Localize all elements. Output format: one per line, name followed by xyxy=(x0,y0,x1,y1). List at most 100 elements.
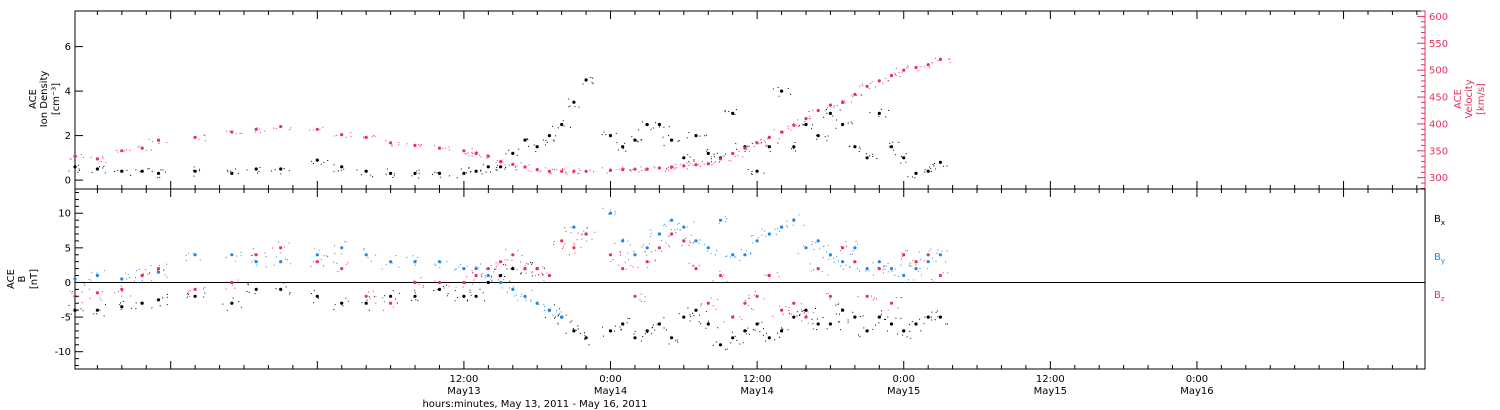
by-speckle xyxy=(530,299,532,301)
bx-speckle xyxy=(902,334,904,336)
bz-point xyxy=(560,239,564,243)
velocity-speckle xyxy=(644,170,646,171)
bx-speckle xyxy=(246,291,248,292)
velocity-speckle xyxy=(949,62,951,64)
bz-speckle xyxy=(472,283,474,285)
velocity-speckle xyxy=(703,163,705,165)
velocity-point xyxy=(140,146,144,150)
velocity-point xyxy=(230,130,234,134)
by-speckle xyxy=(614,213,616,215)
bx-speckle xyxy=(135,302,137,304)
velocity-point xyxy=(499,160,503,164)
bx-speckle xyxy=(558,313,560,315)
by-speckle xyxy=(623,239,624,241)
by-speckle xyxy=(689,240,691,242)
density-speckle xyxy=(914,172,916,174)
density-point xyxy=(877,111,881,115)
bz-point xyxy=(889,301,894,305)
bz-speckle xyxy=(495,268,497,270)
by-speckle xyxy=(135,270,137,272)
velocity-speckle xyxy=(333,135,335,137)
by-speckle xyxy=(740,249,742,251)
density-speckle xyxy=(466,172,468,174)
bx-point xyxy=(670,336,674,340)
by-speckle xyxy=(641,246,643,248)
velocity-speckle xyxy=(90,156,92,158)
bx-speckle xyxy=(787,329,789,331)
bx-speckle xyxy=(532,262,533,264)
bz-speckle xyxy=(577,232,579,234)
by-speckle xyxy=(537,304,539,306)
velocity-point xyxy=(437,146,442,150)
bx-point xyxy=(841,308,845,312)
x-tick-label-time: 12:00 xyxy=(743,374,772,385)
by-speckle xyxy=(256,264,258,266)
bx-point xyxy=(755,322,759,326)
by-speckle xyxy=(884,268,886,270)
density-speckle xyxy=(411,175,413,177)
density-speckle xyxy=(638,129,639,131)
velocity-speckle xyxy=(833,106,835,108)
velocity-speckle xyxy=(419,144,421,146)
by-point xyxy=(816,239,820,243)
bz-speckle xyxy=(448,285,450,287)
by-speckle xyxy=(370,260,372,262)
density-speckle xyxy=(482,164,484,166)
velocity-speckle xyxy=(898,72,900,74)
bz-speckle xyxy=(553,241,555,242)
bottom-ylabel-line3: [nT] xyxy=(29,269,40,289)
bz-point xyxy=(584,232,588,236)
by-speckle xyxy=(688,245,690,246)
bz-point xyxy=(95,291,99,295)
bx-speckle xyxy=(663,317,665,319)
bz-speckle xyxy=(649,261,651,263)
velocity-speckle xyxy=(564,168,566,170)
bz-speckle xyxy=(99,297,101,299)
by-speckle xyxy=(803,245,804,247)
velocity-speckle xyxy=(290,127,292,129)
density-speckle xyxy=(542,139,544,141)
velocity-speckle xyxy=(471,155,473,157)
density-speckle xyxy=(914,177,916,179)
bx-speckle xyxy=(815,308,816,309)
velocity-speckle xyxy=(148,138,150,140)
bx-speckle xyxy=(484,300,486,302)
by-speckle xyxy=(440,262,442,264)
velocity-speckle xyxy=(496,160,498,162)
density-speckle xyxy=(562,120,564,122)
density-speckle xyxy=(193,175,195,177)
bz-speckle xyxy=(788,310,789,311)
velocity-speckle xyxy=(894,74,896,75)
bx-speckle xyxy=(203,296,205,298)
by-speckle xyxy=(490,278,492,280)
x-tick-label-time: 12:00 xyxy=(1036,374,1065,385)
velocity-speckle xyxy=(225,131,227,133)
bz-speckle xyxy=(143,273,145,275)
bx-speckle xyxy=(872,328,874,330)
bz-speckle xyxy=(644,301,646,303)
density-speckle xyxy=(535,145,537,147)
density-speckle xyxy=(274,169,276,171)
by-speckle xyxy=(857,268,859,270)
density-speckle xyxy=(99,166,100,168)
by-speckle xyxy=(406,256,408,258)
density-point xyxy=(731,111,735,115)
legend-subscript: y xyxy=(1441,257,1445,265)
bx-speckle xyxy=(397,302,398,304)
density-speckle xyxy=(527,139,529,141)
density-speckle xyxy=(333,171,335,173)
density-speckle xyxy=(526,138,528,140)
bz-speckle xyxy=(887,262,889,264)
bz-speckle xyxy=(753,294,755,296)
by-speckle xyxy=(664,223,666,225)
density-speckle xyxy=(663,126,665,128)
density-speckle xyxy=(574,106,576,108)
bx-speckle xyxy=(936,310,938,312)
bz-speckle xyxy=(542,273,543,275)
density-speckle xyxy=(677,140,679,142)
velocity-speckle xyxy=(711,164,713,166)
density-speckle xyxy=(394,173,396,175)
by-speckle xyxy=(477,267,479,269)
density-point xyxy=(853,145,857,149)
